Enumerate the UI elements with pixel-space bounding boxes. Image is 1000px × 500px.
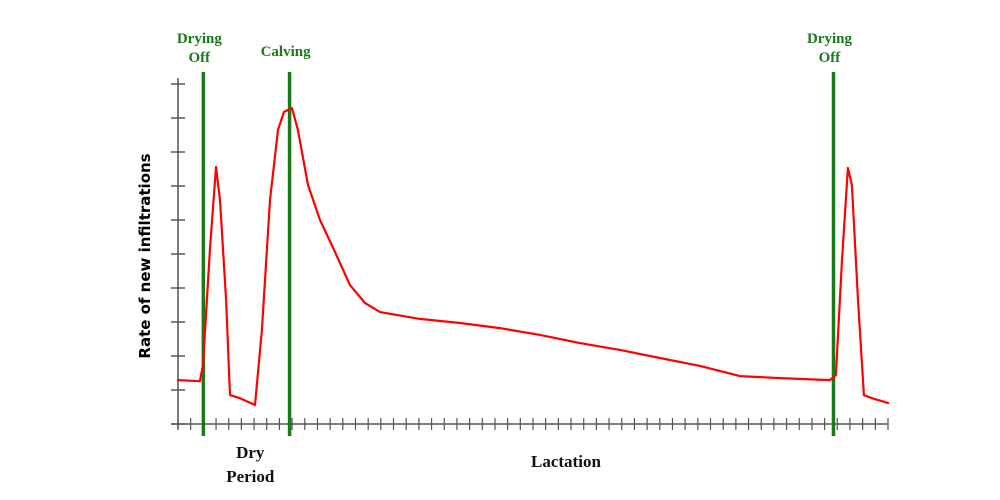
series-line (176, 106, 890, 407)
labels: Drying Off Calving Drying Off Dry Period Lactat… (177, 31, 853, 486)
axes (171, 78, 889, 430)
event-marker-label: Off (819, 50, 842, 66)
event-marker-label: Off (189, 50, 212, 66)
event-marker-label: Drying (177, 31, 223, 47)
event-marker-label: Calving (261, 44, 312, 60)
period-label: Lactation (531, 452, 601, 471)
event-markers (201, 72, 836, 436)
period-label: Period (226, 467, 275, 486)
event-marker-label: Drying (807, 31, 853, 47)
y-axis-label: Rate of new infiltrations (136, 153, 154, 358)
period-label: Dry (236, 443, 265, 462)
series (176, 106, 890, 407)
